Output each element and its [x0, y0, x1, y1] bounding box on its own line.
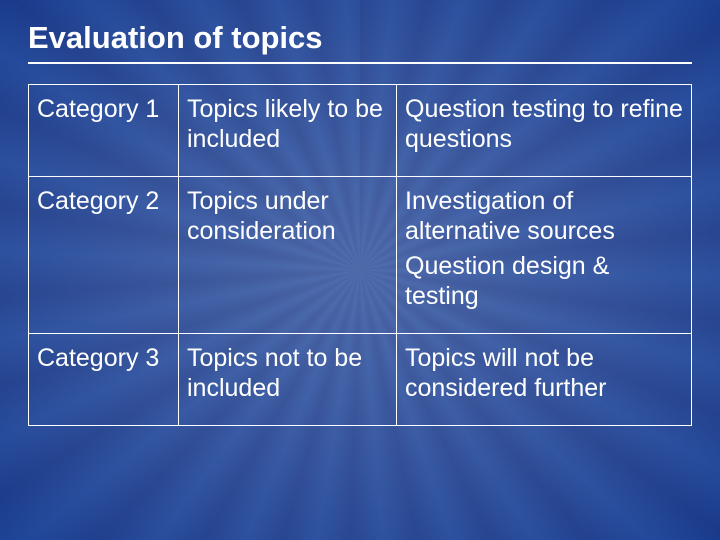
cell-action: Topics will not be considered further: [397, 334, 692, 426]
cell-topics: Topics under consideration: [179, 177, 397, 334]
cell-action-line: Investigation of alternative sources: [405, 187, 683, 246]
cell-action-line: Question design & testing: [405, 252, 683, 311]
table-row: Category 1 Topics likely to be included …: [29, 85, 692, 177]
cell-category: Category 3: [29, 334, 179, 426]
cell-action-line: Question testing to refine questions: [405, 95, 683, 154]
table-row: Category 2 Topics under consideration In…: [29, 177, 692, 334]
cell-category: Category 2: [29, 177, 179, 334]
evaluation-table: Category 1 Topics likely to be included …: [28, 84, 692, 426]
slide: Evaluation of topics Category 1 Topics l…: [0, 0, 720, 540]
cell-action: Investigation of alternative sources Que…: [397, 177, 692, 334]
slide-title: Evaluation of topics: [28, 20, 692, 64]
cell-category: Category 1: [29, 85, 179, 177]
cell-action-line: Topics will not be considered further: [405, 344, 683, 403]
cell-action: Question testing to refine questions: [397, 85, 692, 177]
cell-topics: Topics likely to be included: [179, 85, 397, 177]
cell-topics: Topics not to be included: [179, 334, 397, 426]
table-row: Category 3 Topics not to be included Top…: [29, 334, 692, 426]
